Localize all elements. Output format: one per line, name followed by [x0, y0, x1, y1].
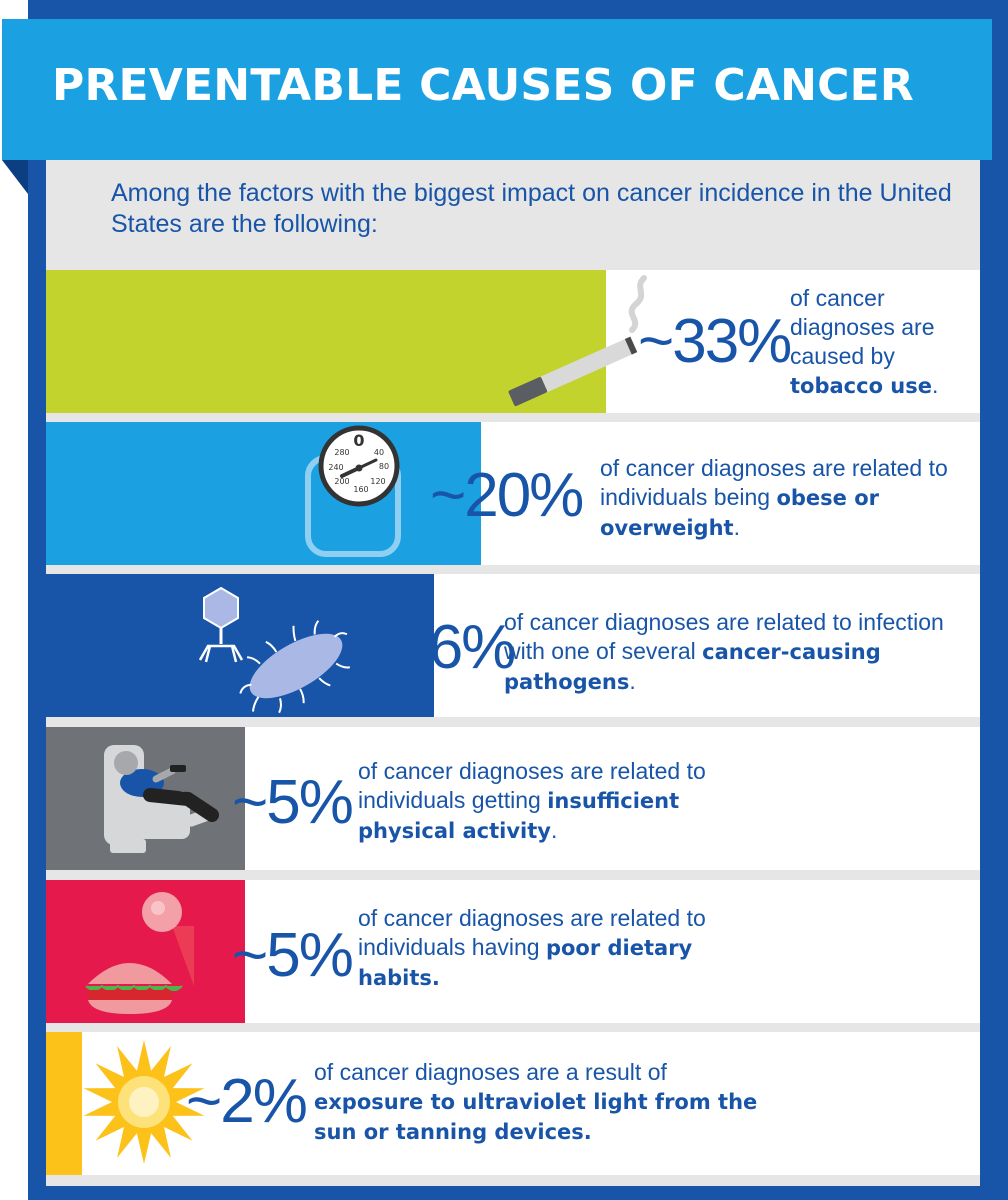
banner-fold [2, 160, 28, 194]
scale-mark: 40 [374, 448, 384, 457]
scale-mark: 160 [353, 485, 368, 494]
junk-food-icon [85, 892, 194, 1014]
factor-value: ~33% [638, 307, 792, 376]
factor-description: of cancer diagnoses are a result of expo… [314, 1059, 758, 1144]
pathogen-icon [198, 586, 351, 714]
scale-mark: 200 [334, 477, 349, 486]
factor-description: of cancer diagnoses are caused by tobacc… [790, 285, 939, 398]
scale-mark: 0 [353, 431, 364, 450]
sun-icon [83, 1040, 205, 1164]
factor-row-diet: ~5% of cancer diagnoses are related to i… [46, 880, 980, 1023]
factor-row-uv: ~2% of cancer diagnoses are a result of … [46, 1032, 980, 1175]
factor-value: ~5% [232, 768, 354, 837]
cigarette-icon [508, 275, 647, 406]
scale-mark: 120 [370, 477, 385, 486]
factor-description: of cancer diagnoses are related to indiv… [600, 455, 948, 540]
factor-value: ~2% [186, 1067, 308, 1136]
factor-description: of cancer diagnoses are related to infec… [504, 609, 944, 694]
scale-mark: 80 [379, 462, 389, 471]
intro-text: Among the factors with the biggest impac… [111, 179, 952, 238]
factor-value: ~16% [362, 613, 516, 682]
factor-bar [46, 1032, 82, 1175]
page-title: PREVENTABLE CAUSES OF CANCER [52, 60, 914, 111]
factor-description: of cancer diagnoses are related to indiv… [358, 758, 706, 843]
factor-value: ~5% [232, 921, 354, 990]
scale-mark: 240 [328, 463, 343, 472]
scale-mark: 280 [334, 448, 349, 457]
factor-bar [46, 422, 481, 565]
weight-scale-icon: 0 40 80 120 160 200 240 280 [305, 425, 401, 557]
factor-row-tobacco: ~33% of cancer diagnoses are caused by t… [46, 270, 980, 413]
recliner-icon [104, 745, 219, 853]
title-banner [2, 19, 992, 160]
factor-row-inactivity: ~5% of cancer diagnoses are related to i… [46, 727, 980, 870]
factor-row-pathogens: ~16% of cancer diagnoses are related to … [46, 574, 980, 717]
factor-description: of cancer diagnoses are related to indiv… [358, 905, 706, 990]
factor-row-obesity: 0 40 80 120 160 200 240 280 ~20% of canc… [46, 422, 980, 565]
factor-value: ~20% [430, 461, 584, 530]
